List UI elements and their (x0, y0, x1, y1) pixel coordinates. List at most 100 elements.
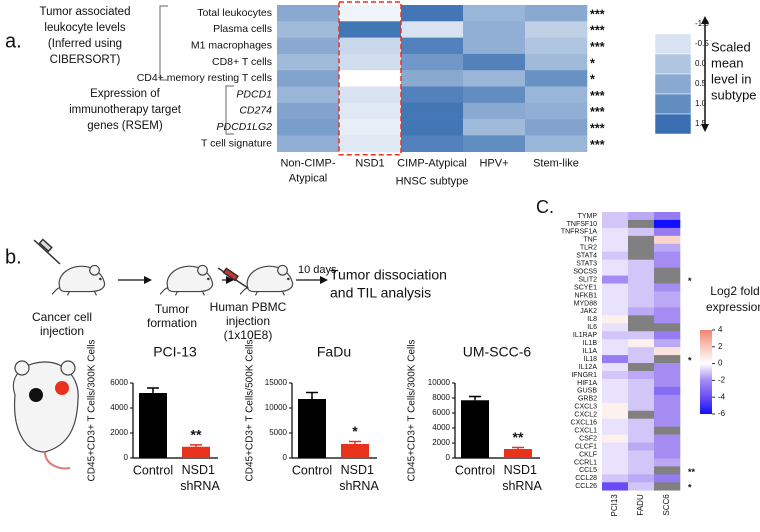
heatmap-cell (401, 70, 464, 87)
colorbar-tick-label: -0.5 (695, 39, 709, 48)
colorbar-tick-label: -4 (718, 392, 726, 401)
heatmap-cell (654, 386, 681, 396)
significance-label: ** (191, 427, 202, 443)
x-axis-title: HNSC subtype (396, 176, 469, 188)
heatmap-cell (525, 5, 588, 22)
heatmap-cell (602, 235, 629, 245)
heatmap-cell (602, 426, 629, 435)
heatmap-cell (628, 339, 655, 348)
group-label: immunotherapy target (69, 104, 182, 116)
heatmap-cell (628, 251, 655, 260)
heatmap-cell (401, 119, 464, 136)
error-bar (306, 391, 318, 399)
heatmap-cell (602, 283, 629, 292)
bar (341, 444, 369, 458)
column-label: SCC6 (662, 494, 671, 516)
colorbar-tick-label: -6 (718, 409, 726, 418)
bar (298, 399, 326, 458)
colorbar-swatch (654, 33, 692, 55)
heatmap-cell (602, 243, 629, 253)
heatmap-cell (654, 394, 681, 404)
heatmap-cell (339, 135, 402, 152)
heatmap-cell (654, 243, 681, 253)
bar (461, 400, 489, 458)
heatmap-cell (401, 21, 464, 38)
heatmap-cell (602, 355, 629, 364)
error-bar (469, 395, 481, 401)
heatmap-cell (525, 102, 588, 120)
heatmap-cell (628, 267, 655, 276)
heatmap-cell (628, 394, 655, 404)
heatmap-cell (628, 299, 655, 308)
heatmap-cell (602, 219, 629, 229)
row-label: IL1RAP (573, 332, 597, 339)
bar (139, 393, 167, 458)
heatmap-cell (654, 267, 681, 276)
error-bar (349, 440, 361, 444)
heatmap-cell (401, 37, 464, 55)
significance-label: *** (590, 7, 605, 21)
heatmap-cell (525, 21, 588, 38)
column-label: Non-CIMP-Atypical (280, 158, 335, 185)
heatmap-cell (602, 466, 629, 475)
heatmap-cell (602, 363, 629, 372)
group-label: (Inferred using (48, 38, 122, 50)
heatmap-cell (654, 442, 681, 451)
mouse-icon (240, 264, 294, 296)
chart-title: UM-SCC-6 (463, 344, 532, 360)
colorbar-swatch (654, 53, 692, 75)
outcome-label: Tumor dissociation (330, 267, 447, 283)
heatmap-cell (654, 307, 681, 316)
step-label: injection (40, 324, 84, 338)
heatmap-cell (654, 355, 681, 364)
heatmap-cell (654, 251, 681, 260)
heatmap-cell (628, 227, 655, 237)
heatmap-cell (628, 315, 655, 324)
row-label: PDCD1 (236, 88, 272, 100)
heatmap-cell (602, 378, 629, 388)
heatmap-cell (628, 331, 655, 340)
heatmap-cell (654, 299, 681, 308)
heatmap-cell (463, 135, 526, 152)
heatmap-cell (654, 347, 681, 356)
heatmap-cell (277, 102, 340, 120)
heatmap-cell (628, 450, 655, 459)
colorbar-swatch (654, 93, 692, 115)
heatmap-cell (602, 402, 629, 412)
heatmap-cell (654, 235, 681, 245)
heatmap-cell (339, 119, 402, 136)
row-label: TNFSF10 (567, 221, 597, 228)
colorbar-swatch (654, 73, 692, 95)
heatmap-cell (628, 307, 655, 316)
bar (504, 449, 532, 458)
heatmap-cell (602, 227, 629, 237)
heatmap-cell (602, 434, 629, 443)
colorbar-tick-label: 0 (718, 359, 723, 368)
row-label: PDCD1LG2 (217, 121, 273, 133)
colorbar-tick-label: 0.5 (695, 79, 707, 88)
row-label: NFKB1 (574, 292, 597, 299)
y-tick-label: 10000 (428, 378, 451, 387)
heatmap-cell (654, 426, 681, 435)
colorbar-title: Log2 fold (710, 284, 759, 298)
y-axis-title: CD45+CD3+ T Cells/300K Cells (87, 340, 98, 482)
significance-label: * (688, 483, 692, 493)
heatmap-cell (628, 371, 655, 380)
colorbar-tick-label: 0.0 (695, 59, 707, 68)
row-label: IL6 (587, 324, 597, 331)
heatmap-cell (628, 323, 655, 332)
significance-label: *** (590, 122, 605, 136)
heatmap-cell (602, 418, 629, 427)
heatmap-cell (277, 21, 340, 38)
column-label: NSD1 (355, 158, 384, 170)
row-label: IL12A (579, 364, 598, 371)
heatmap-cell (277, 119, 340, 136)
group-label: leukocyte levels (44, 22, 125, 34)
heatmap-cell (339, 86, 402, 104)
heatmap-cell (654, 315, 681, 324)
group-label: Tumor associated (40, 6, 131, 18)
y-axis-title: CD45+CD3+ T Cells/300K Cells (407, 340, 418, 482)
heatmap-cell (628, 347, 655, 356)
colorbar-swatch (654, 13, 692, 35)
